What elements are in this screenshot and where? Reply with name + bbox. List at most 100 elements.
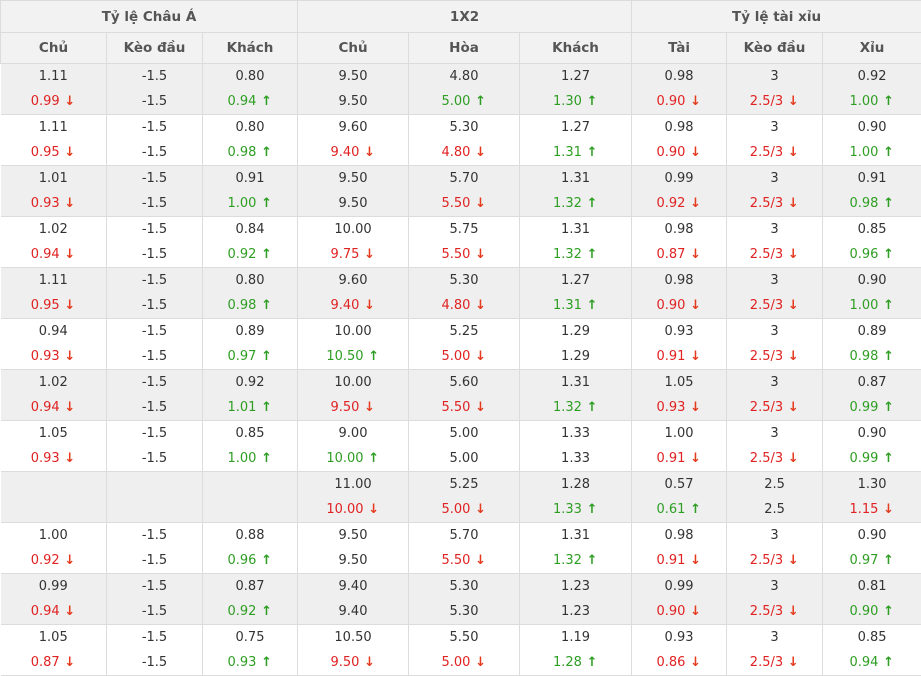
odds-cell: 3 2.5/3 ↓ bbox=[726, 522, 824, 574]
arrow-up-icon: ↑ bbox=[261, 145, 272, 160]
live-odds-value: 0.93 bbox=[30, 451, 60, 466]
opening-odds: 4.80 bbox=[449, 69, 479, 84]
opening-odds: 0.98 bbox=[664, 273, 694, 288]
odds-cell: 0.98 0.91 ↓ bbox=[631, 522, 728, 574]
arrow-up-icon: ↑ bbox=[261, 655, 272, 670]
odds-cell: 0.87 0.92 ↑ bbox=[201, 573, 299, 625]
arrow-up-icon: ↑ bbox=[261, 247, 272, 262]
odds-cell: 3 2.5/3 ↓ bbox=[726, 369, 824, 421]
live-odds: 0.95 ↓ bbox=[1, 293, 106, 318]
odds-cell: 5.70 5.50 ↓ bbox=[408, 165, 521, 217]
table-row: 0.94 0.93 ↓ -1.5 -1.5 0.89 0.97 ↑ 10.00 10.50 ↑… bbox=[0, 318, 921, 370]
odds-cell: 9.50 9.50 bbox=[297, 522, 410, 574]
arrow-down-icon: ↓ bbox=[787, 604, 799, 619]
opening-odds: 1.31 bbox=[561, 222, 590, 237]
arrow-down-icon: ↓ bbox=[64, 553, 76, 568]
arrow-up-icon: ↑ bbox=[883, 655, 895, 670]
odds-cell: 0.89 0.98 ↑ bbox=[822, 318, 921, 370]
odds-cell: -1.5 -1.5 bbox=[106, 318, 203, 370]
live-odds-value: 5.00 bbox=[441, 655, 471, 670]
odds-cell: 1.11 0.99 ↓ bbox=[0, 63, 107, 115]
live-odds-value: 5.00 bbox=[441, 94, 471, 109]
arrow-up-icon: ↑ bbox=[586, 145, 598, 160]
arrow-down-icon: ↓ bbox=[475, 298, 487, 313]
opening-odds: 1.05 bbox=[38, 426, 68, 441]
live-odds-value: 0.94 bbox=[30, 604, 60, 619]
live-odds-value: 0.99 bbox=[849, 400, 879, 415]
odds-cell: 1.29 1.29 bbox=[519, 318, 633, 370]
live-odds: -1.5 bbox=[108, 395, 202, 420]
table-row: 1.02 0.94 ↓ -1.5 -1.5 0.84 0.92 ↑ 10.00 9.75 ↓ 5… bbox=[0, 216, 921, 268]
live-odds-value: 2.5/3 bbox=[749, 196, 784, 211]
live-odds: -1.5 bbox=[108, 650, 202, 675]
live-odds: 0.91 ↓ bbox=[633, 344, 726, 369]
arrow-down-icon: ↓ bbox=[690, 655, 702, 670]
arrow-down-icon: ↓ bbox=[690, 553, 702, 568]
live-odds-value: 0.92 bbox=[227, 247, 257, 262]
opening-odds: 9.60 bbox=[338, 273, 368, 288]
opening-odds: 5.30 bbox=[449, 579, 479, 594]
arrow-down-icon: ↓ bbox=[475, 247, 487, 262]
odds-cell: 5.60 5.50 ↓ bbox=[408, 369, 521, 421]
live-odds: 1.29 bbox=[521, 344, 631, 369]
odds-cell: 2.5 2.5 bbox=[726, 471, 824, 523]
live-odds: -1.5 bbox=[108, 140, 202, 165]
live-odds-value: 2.5/3 bbox=[749, 400, 784, 415]
arrow-down-icon: ↓ bbox=[787, 553, 799, 568]
live-odds: 2.5/3 ↓ bbox=[728, 191, 822, 216]
live-odds-value: 0.95 bbox=[30, 145, 60, 160]
opening-odds: 1.31 bbox=[561, 375, 590, 390]
opening-odds: 1.19 bbox=[561, 630, 590, 645]
live-odds-value: 5.00 bbox=[441, 502, 471, 517]
opening-odds: 1.31 bbox=[561, 528, 590, 543]
odds-cell: 1.27 1.31 ↑ bbox=[519, 114, 633, 166]
live-odds: 0.90 ↓ bbox=[633, 599, 726, 624]
live-odds: 5.50 ↓ bbox=[410, 242, 519, 267]
arrow-down-icon: ↓ bbox=[475, 553, 487, 568]
opening-odds bbox=[108, 473, 202, 498]
odds-cell: 0.94 0.93 ↓ bbox=[0, 318, 107, 370]
opening-odds: 0.90 bbox=[857, 426, 887, 441]
arrow-up-icon: ↑ bbox=[261, 604, 272, 619]
live-odds: 0.91 ↓ bbox=[633, 446, 726, 471]
live-odds bbox=[204, 497, 297, 522]
live-odds-value: 0.96 bbox=[227, 553, 257, 568]
opening-odds: 0.98 bbox=[664, 222, 694, 237]
live-odds: -1.5 bbox=[108, 548, 202, 573]
live-odds: 0.97 ↑ bbox=[824, 548, 921, 573]
opening-odds: 5.25 bbox=[449, 324, 479, 339]
live-odds-value: 0.94 bbox=[849, 655, 879, 670]
live-odds: 1.30 ↑ bbox=[521, 89, 631, 114]
live-odds: 0.87 ↓ bbox=[633, 242, 726, 267]
live-odds-value: 9.40 bbox=[330, 145, 360, 160]
odds-cell: -1.5 -1.5 bbox=[106, 165, 203, 217]
live-odds-value: 1.32 bbox=[552, 196, 582, 211]
live-odds-value: 0.87 bbox=[30, 655, 60, 670]
arrow-up-icon: ↑ bbox=[586, 502, 598, 517]
live-odds-value: 2.5 bbox=[764, 502, 785, 517]
opening-odds: 0.98 bbox=[664, 528, 694, 543]
odds-cell: 5.50 5.00 ↓ bbox=[408, 624, 521, 676]
odds-cell: 0.90 1.00 ↑ bbox=[822, 267, 921, 319]
live-odds-value: 9.50 bbox=[338, 553, 368, 568]
live-odds-value: -1.5 bbox=[141, 349, 168, 364]
opening-odds: 1.02 bbox=[38, 222, 68, 237]
arrow-down-icon: ↓ bbox=[787, 400, 799, 415]
opening-odds: -1.5 bbox=[141, 528, 168, 543]
live-odds-value: 9.40 bbox=[338, 604, 368, 619]
live-odds: 9.50 bbox=[299, 191, 408, 216]
opening-odds: 1.11 bbox=[38, 120, 68, 135]
opening-odds: -1.5 bbox=[141, 579, 168, 594]
live-odds-value: 9.40 bbox=[330, 298, 360, 313]
opening-odds: 0.93 bbox=[664, 324, 694, 339]
live-odds: 0.87 ↓ bbox=[1, 650, 106, 675]
arrow-down-icon: ↓ bbox=[690, 145, 702, 160]
opening-odds: -1.5 bbox=[141, 69, 168, 84]
table-row: 1.11 0.95 ↓ -1.5 -1.5 0.80 0.98 ↑ 9.60 9.40 ↓ 5.… bbox=[0, 114, 921, 166]
arrow-down-icon: ↓ bbox=[690, 94, 702, 109]
live-odds: 0.92 ↑ bbox=[204, 242, 297, 267]
opening-odds: 10.00 bbox=[334, 222, 372, 237]
arrow-up-icon: ↑ bbox=[586, 553, 598, 568]
arrow-up-icon: ↑ bbox=[883, 451, 895, 466]
odds-cell: 0.98 0.90 ↓ bbox=[631, 114, 728, 166]
